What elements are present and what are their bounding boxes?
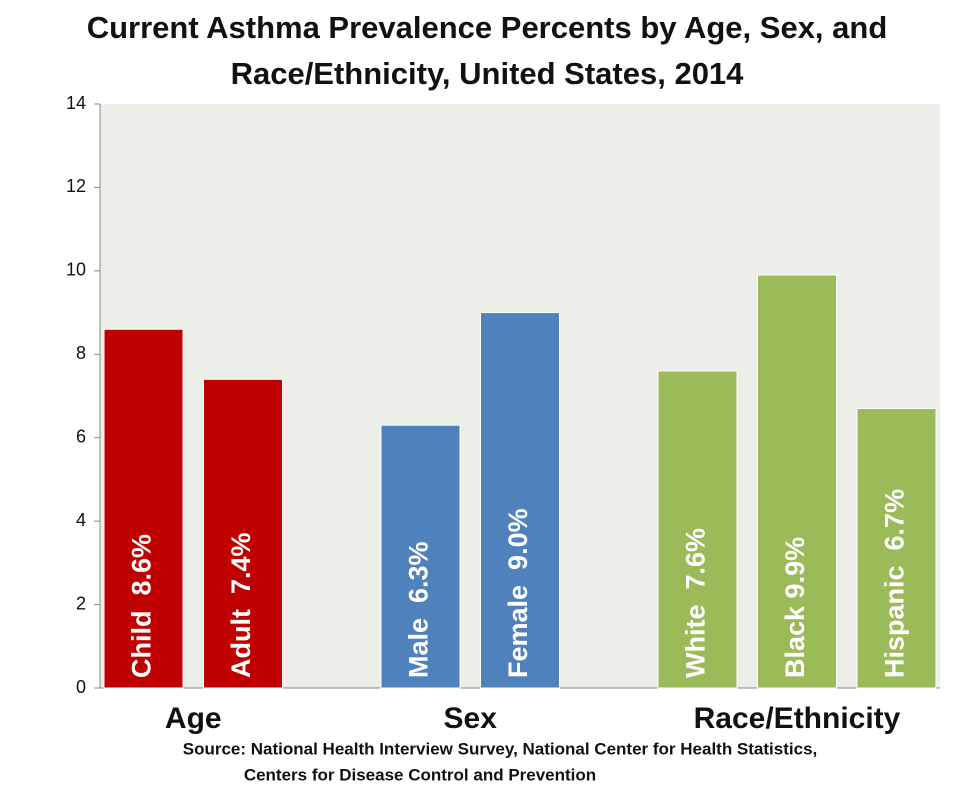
data-label: Female 9.0% bbox=[503, 508, 533, 678]
group-label: Age bbox=[165, 702, 222, 735]
bar bbox=[380, 424, 461, 689]
group-label: Sex bbox=[444, 702, 498, 735]
bar bbox=[757, 274, 837, 689]
data-label: Adult 7.4% bbox=[226, 532, 256, 678]
y-tick-label: 6 bbox=[76, 426, 86, 446]
y-tick-label: 14 bbox=[66, 93, 86, 113]
data-label: Hispanic 6.7% bbox=[880, 489, 910, 678]
y-tick-label: 4 bbox=[76, 510, 86, 530]
bar bbox=[103, 328, 184, 689]
group-label: Race/Ethnicity bbox=[694, 702, 901, 735]
y-tick-label: 12 bbox=[66, 176, 86, 196]
bar bbox=[480, 312, 560, 689]
bar bbox=[203, 378, 283, 689]
source: Centers for Disease Control and Preventi… bbox=[244, 765, 596, 784]
y-tick-label: 8 bbox=[76, 343, 86, 363]
data-label: Male 6.3% bbox=[404, 541, 434, 678]
data-label: Child 8.6% bbox=[127, 534, 157, 678]
bar bbox=[657, 370, 738, 689]
y-tick-label: 2 bbox=[76, 593, 86, 613]
y-tick-label: 0 bbox=[76, 677, 86, 697]
source: Source: National Health Interview Survey… bbox=[183, 739, 818, 758]
chart-title: Current Asthma Prevalence Percents by Ag… bbox=[87, 10, 888, 45]
bar bbox=[856, 408, 937, 689]
y-tick-label: 10 bbox=[66, 260, 86, 280]
chart-subtitle: Race/Ethnicity, United States, 2014 bbox=[231, 56, 745, 91]
data-label: Black 9.9% bbox=[780, 537, 810, 678]
data-label: White 7.6% bbox=[681, 528, 711, 678]
